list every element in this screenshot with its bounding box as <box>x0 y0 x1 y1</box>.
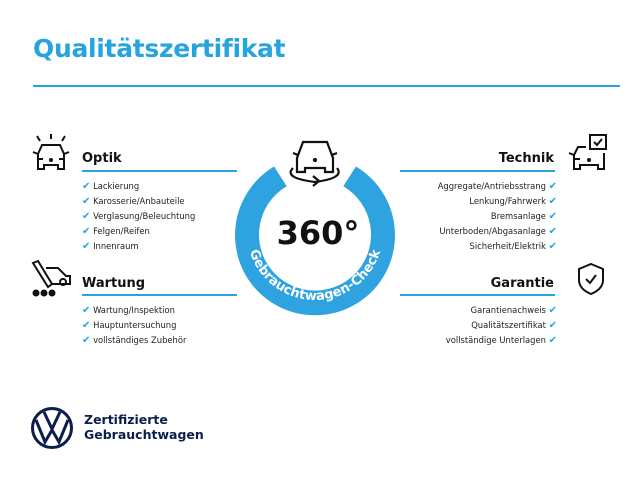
list-item: Lenkung/Fahrwerk ✔ <box>469 196 557 207</box>
optik-list: ✔ Lackierung ✔ Karosserie/Anbauteile ✔ V… <box>82 179 195 254</box>
section-title-garantie: Garantie <box>490 276 554 291</box>
check-icon: ✔ <box>82 181 91 192</box>
section-divider <box>82 170 237 172</box>
vw-logo <box>31 407 73 449</box>
list-item: Bremsanlage ✔ <box>490 211 557 222</box>
logo-line1: Zertifizierte <box>84 412 168 427</box>
list-item: ✔ Innenraum <box>82 241 139 252</box>
section-divider <box>400 170 555 172</box>
list-item: ✔ vollständiges Zubehör <box>82 335 187 346</box>
check-icon: ✔ <box>82 196 91 207</box>
page-title: Qualitätszertifikat <box>33 34 286 63</box>
badge-value: 360° <box>277 214 360 252</box>
car-checklist-icon <box>568 134 607 170</box>
section-divider <box>82 294 237 296</box>
360-check-badge: 360° Gebrauchtwagen-Check <box>234 140 395 316</box>
list-item: Qualitätszertifikat ✔ <box>471 320 557 331</box>
check-icon: ✔ <box>82 335 91 346</box>
check-icon: ✔ <box>548 305 557 316</box>
check-icon: ✔ <box>548 335 557 346</box>
check-icon: ✔ <box>82 226 91 237</box>
check-icon: ✔ <box>548 211 557 222</box>
list-item: Unterboden/Abgasanlage ✔ <box>439 226 557 237</box>
title-divider <box>33 85 620 87</box>
car-rotate-icon <box>289 140 340 187</box>
logo-line2: Gebrauchtwagen <box>84 427 204 442</box>
check-icon: ✔ <box>548 226 557 237</box>
check-icon: ✔ <box>82 305 91 316</box>
section-title-wartung: Wartung <box>82 276 146 291</box>
check-icon: ✔ <box>82 320 91 331</box>
shield-check-icon <box>578 262 604 296</box>
garantie-list: Garantienachweis ✔ Qualitätszertifikat ✔… <box>446 303 557 348</box>
check-icon: ✔ <box>548 196 557 207</box>
service-tools-icon <box>31 260 71 297</box>
list-item: ✔ Karosserie/Anbauteile <box>82 196 185 207</box>
list-item: Sicherheit/Elektrik ✔ <box>469 241 557 252</box>
logo-text: Zertifizierte Gebrauchtwagen <box>84 412 204 442</box>
check-icon: ✔ <box>82 241 91 252</box>
list-item: ✔ Hauptuntersuchung <box>82 320 177 331</box>
check-icon: ✔ <box>548 320 557 331</box>
technik-list: Aggregate/Antriebsstrang ✔ Lenkung/Fahrw… <box>438 179 557 254</box>
list-item: vollständige Unterlagen ✔ <box>445 335 557 346</box>
badge-ring <box>234 166 395 316</box>
car-lights-icon <box>32 134 70 170</box>
list-item: Garantienachweis ✔ <box>470 305 557 316</box>
wartung-list: ✔ Wartung/Inspektion ✔ Hauptuntersuchung… <box>82 303 186 348</box>
list-item: ✔ Felgen/Reifen <box>82 226 150 237</box>
list-item: Aggregate/Antriebsstrang ✔ <box>437 181 557 192</box>
section-divider <box>400 294 555 296</box>
section-title-optik: Optik <box>82 151 122 166</box>
check-icon: ✔ <box>548 241 557 252</box>
list-item: ✔ Verglasung/Beleuchtung <box>82 211 196 222</box>
list-item: ✔ Lackierung <box>82 181 140 192</box>
check-icon: ✔ <box>548 181 557 192</box>
section-title-technik: Technik <box>498 151 554 166</box>
list-item: ✔ Wartung/Inspektion <box>82 305 175 316</box>
check-icon: ✔ <box>82 211 91 222</box>
